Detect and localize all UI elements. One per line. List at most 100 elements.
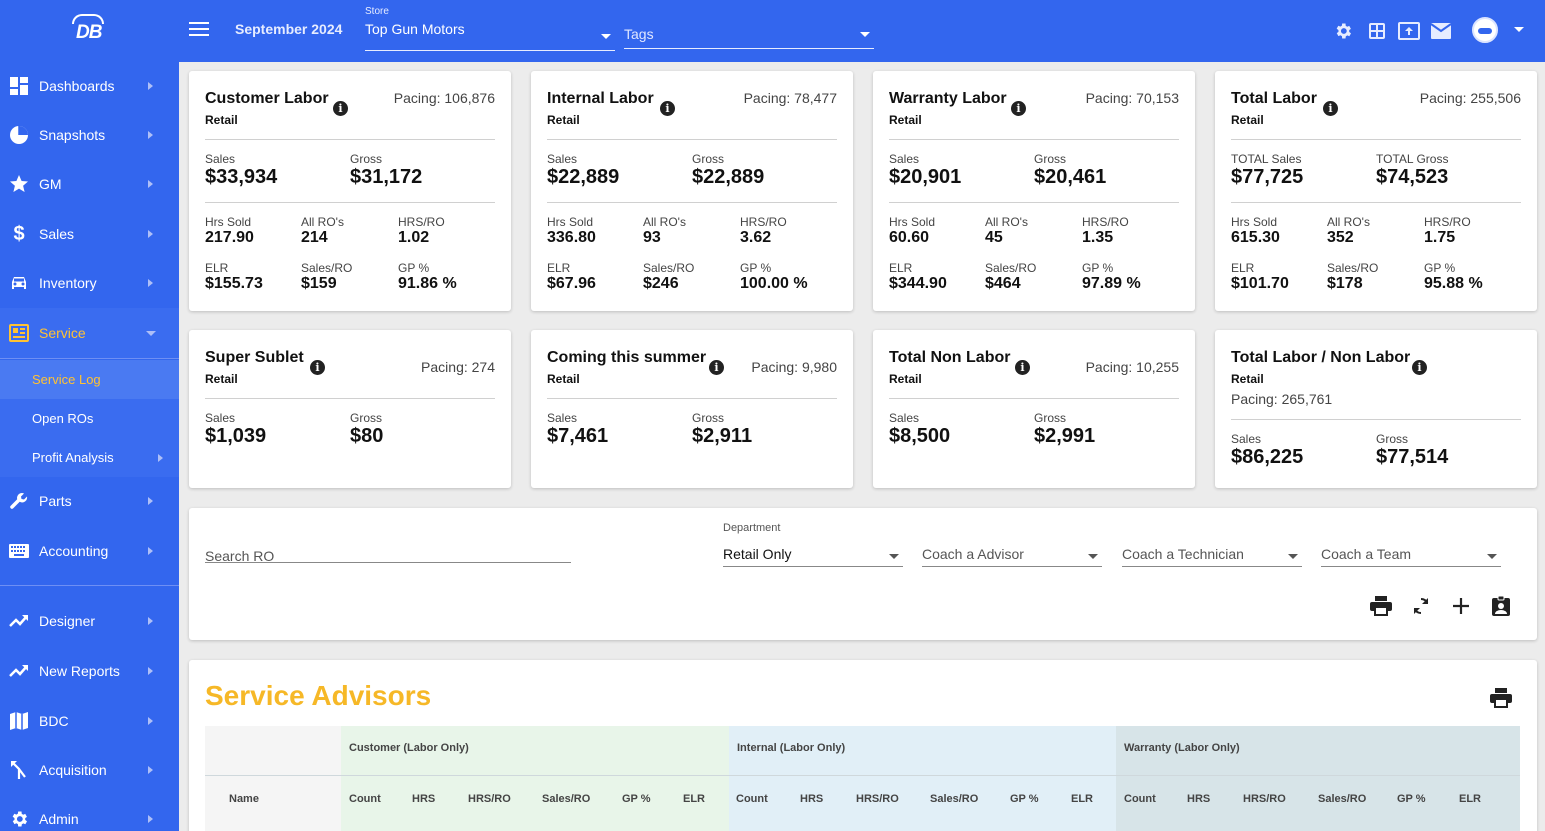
- column-header-count[interactable]: Count: [349, 793, 381, 805]
- card-title: Super Sublet: [205, 349, 304, 366]
- sidebar-subitem-service-log[interactable]: Service Log: [0, 360, 179, 399]
- info-icon[interactable]: i: [1412, 360, 1427, 375]
- card-title: Total Labor / Non Labor: [1231, 349, 1411, 366]
- add-icon[interactable]: [1449, 594, 1473, 618]
- sidebar-item-bdc[interactable]: BDC: [0, 697, 179, 745]
- upload-icon[interactable]: [1398, 20, 1420, 42]
- column-header-sales-ro[interactable]: Sales/RO: [1318, 793, 1367, 805]
- chevron-right-icon: [148, 497, 153, 505]
- card-pacing: Pacing: 265,761: [1231, 391, 1333, 407]
- column-header-count[interactable]: Count: [736, 793, 768, 805]
- info-icon[interactable]: i: [310, 360, 325, 375]
- sidebar-subitem-open-ros[interactable]: Open ROs: [0, 399, 179, 438]
- column-header-hrs-ro[interactable]: HRS/RO: [1243, 793, 1286, 805]
- print-icon[interactable]: [1489, 686, 1513, 710]
- column-header-hrs-ro[interactable]: HRS/RO: [468, 793, 511, 805]
- column-header-gp[interactable]: GP %: [1397, 793, 1426, 805]
- sidebar-item-label: Acquisition: [39, 762, 107, 778]
- sidebar-item-snapshots[interactable]: Snapshots: [0, 111, 179, 159]
- sidebar-item-label: GM: [39, 176, 62, 192]
- assignment-icon[interactable]: [1489, 594, 1513, 618]
- column-header-count[interactable]: Count: [1124, 793, 1156, 805]
- gear-icon[interactable]: [1332, 20, 1354, 42]
- column-header-elr[interactable]: ELR: [1459, 793, 1481, 805]
- sidebar-item-new-reports[interactable]: New Reports: [0, 647, 179, 695]
- month-selector[interactable]: September 2024: [235, 21, 343, 37]
- column-header-sales-ro[interactable]: Sales/RO: [542, 793, 591, 805]
- sidebar-item-dashboards[interactable]: Dashboards: [0, 62, 179, 110]
- info-icon[interactable]: i: [333, 101, 348, 116]
- column-header-hrs[interactable]: HRS: [1187, 793, 1211, 805]
- sidebar-item-inventory[interactable]: Inventory: [0, 259, 179, 307]
- sidebar-item-accounting[interactable]: Accounting: [0, 527, 179, 575]
- column-header-hrs[interactable]: HRS: [800, 793, 824, 805]
- menu-icon[interactable]: [189, 22, 209, 38]
- search-ro-input[interactable]: Search RO: [205, 524, 571, 564]
- table-header-internal-group: Internal (Labor Only): [729, 726, 1116, 831]
- all-ros-metric: All RO's 214: [301, 215, 344, 246]
- column-header-elr[interactable]: ELR: [1071, 793, 1093, 805]
- coach-advisor-select[interactable]: Coach a Advisor: [922, 522, 1102, 567]
- all-ros-metric: All RO's 93: [643, 215, 686, 246]
- coach-team-select[interactable]: Coach a Team: [1321, 522, 1501, 567]
- store-select[interactable]: Store Top Gun Motors: [365, 6, 615, 51]
- card-pacing: Pacing: 274: [421, 359, 495, 375]
- tags-select[interactable]: Tags: [624, 20, 874, 49]
- print-icon[interactable]: [1369, 594, 1393, 618]
- chevron-right-icon: [148, 82, 153, 90]
- sales-metric: Sales $86,225: [1231, 432, 1304, 468]
- logo[interactable]: DB: [62, 12, 114, 48]
- gp-metric: GP % 97.89 %: [1082, 261, 1141, 292]
- chevron-down-icon: [889, 554, 899, 559]
- info-icon[interactable]: i: [1011, 101, 1026, 116]
- info-icon[interactable]: i: [1323, 101, 1338, 116]
- sidebar-item-acquisition[interactable]: Acquisition: [0, 746, 179, 794]
- coach-technician-select[interactable]: Coach a Technician: [1122, 522, 1302, 567]
- kpi-card-warranty-labor: Warranty Labor Retail i Pacing: 70,153 S…: [873, 71, 1195, 311]
- sidebar-item-gm[interactable]: GM: [0, 160, 179, 208]
- calculator-icon[interactable]: [1366, 20, 1388, 42]
- column-header-gp[interactable]: GP %: [1010, 793, 1039, 805]
- card-pacing: Pacing: 106,876: [393, 90, 495, 106]
- department-select[interactable]: Department Retail Only: [723, 522, 903, 567]
- sidebar-item-service[interactable]: Service: [0, 308, 179, 358]
- chevron-right-icon: [148, 547, 153, 555]
- card-subtitle: Retail: [889, 372, 922, 386]
- refresh-icon[interactable]: [1409, 594, 1433, 618]
- card-pacing: Pacing: 78,477: [743, 90, 837, 106]
- column-header-sales-ro[interactable]: Sales/RO: [930, 793, 979, 805]
- mail-icon[interactable]: [1430, 20, 1452, 42]
- section-title: Service Advisors: [205, 680, 432, 711]
- column-header-elr[interactable]: ELR: [683, 793, 705, 805]
- sidebar-item-parts[interactable]: Parts: [0, 477, 179, 525]
- sidebar-item-sales[interactable]: $ Sales: [0, 210, 179, 258]
- column-header-gp[interactable]: GP %: [622, 793, 651, 805]
- info-icon[interactable]: i: [709, 360, 724, 375]
- column-header-name[interactable]: Name: [229, 793, 259, 805]
- avatar[interactable]: [1472, 17, 1498, 43]
- sales-ro-metric: Sales/RO $178: [1327, 261, 1379, 292]
- info-icon[interactable]: i: [1015, 360, 1030, 375]
- sales-metric: Sales $8,500: [889, 411, 951, 447]
- sales-ro-metric: Sales/RO $464: [985, 261, 1037, 292]
- merge-icon: [9, 760, 29, 780]
- chevron-down-icon: [860, 32, 870, 37]
- sidebar-item-designer[interactable]: Designer: [0, 597, 179, 645]
- card-pacing: Pacing: 10,255: [1085, 359, 1179, 375]
- hrs-sold-metric: Hrs Sold 615.30: [1231, 215, 1280, 246]
- column-header-hrs-ro[interactable]: HRS/RO: [856, 793, 899, 805]
- dollar-icon: $: [13, 222, 25, 245]
- trending-icon: [9, 611, 29, 631]
- info-icon[interactable]: i: [660, 101, 675, 116]
- sales-metric: Sales $7,461: [547, 411, 609, 447]
- gp-metric: GP % 91.86 %: [398, 261, 457, 292]
- sidebar-subitem-profit-analysis[interactable]: Profit Analysis: [0, 438, 179, 477]
- column-header-hrs[interactable]: HRS: [412, 793, 436, 805]
- gross-metric: Gross $22,889: [692, 152, 765, 188]
- sidebar-subitem-label: Profit Analysis: [32, 450, 114, 465]
- chevron-down-icon[interactable]: [1514, 27, 1524, 32]
- card-subtitle: Retail: [547, 113, 580, 127]
- sidebar-item-admin[interactable]: Admin: [0, 795, 179, 831]
- gross-metric: Gross $2,911: [692, 411, 753, 447]
- chevron-right-icon: [148, 766, 153, 774]
